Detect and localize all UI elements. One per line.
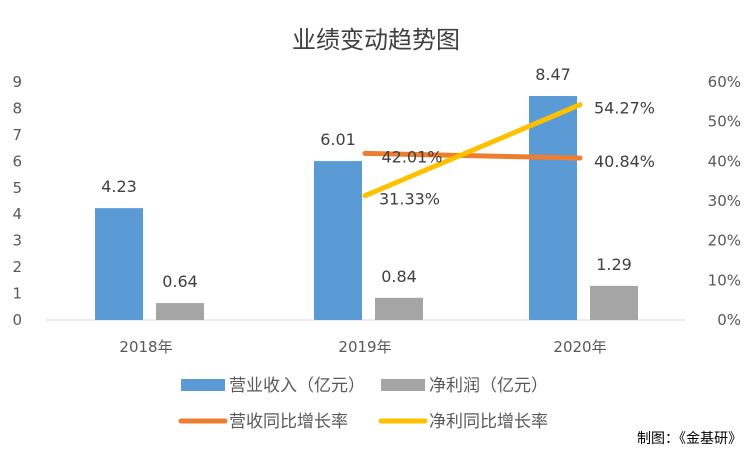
y-tick-label: 7	[12, 126, 22, 144]
y2-tick-label: 50%	[708, 113, 741, 131]
series-line	[362, 150, 583, 161]
y-tick-label: 3	[12, 232, 22, 250]
bar-value-label: 6.01	[320, 130, 356, 149]
data-labels: 4.23 6.01 8.47 0.64 0.84 1.29 42.01% 40.84% 31.3…	[101, 65, 655, 291]
x-tick-label: 2019年	[338, 338, 391, 356]
bar-value-label: 0.64	[162, 272, 198, 291]
bar-value-label: 0.84	[381, 267, 417, 286]
legend: 营业收入（亿元） 净利润（亿元） 营收同比增长率 净利同比增长率	[178, 376, 548, 432]
legend-label: 净利同比增长率	[429, 412, 548, 432]
y-tick-label: 5	[12, 179, 22, 197]
y-tick-label: 6	[12, 152, 22, 170]
y2-tick-label: 40%	[708, 152, 741, 170]
source-note: 制图：《金基研》	[637, 430, 742, 447]
axes: 0 1 2 3 4 5 6 7 8 9 0% 10% 20% 30% 40% 50% 60% 2018年 2019年…	[12, 73, 741, 356]
y2-tick-label: 30%	[708, 192, 741, 210]
bar	[156, 303, 204, 320]
y-tick-label: 2	[12, 258, 22, 276]
legend-swatch	[381, 379, 425, 391]
y-tick-label: 0	[12, 311, 22, 329]
y2-tick-label: 20%	[708, 232, 741, 250]
y2-tick-label: 60%	[708, 73, 741, 91]
y-tick-label: 9	[12, 73, 22, 91]
bar-value-label: 8.47	[535, 65, 571, 84]
y2-tick-label: 0%	[717, 311, 741, 329]
bar	[375, 297, 423, 320]
legend-label: 营收同比增长率	[229, 412, 348, 432]
y2-tick-label: 10%	[708, 271, 741, 289]
bar-value-label: 1.29	[596, 255, 632, 274]
legend-label: 营业收入（亿元）	[229, 376, 365, 396]
line-value-label: 54.27%	[594, 99, 655, 118]
bars	[95, 96, 638, 320]
line-value-label: 40.84%	[594, 152, 655, 171]
line-value-label: 31.33%	[379, 190, 440, 209]
legend-swatch	[181, 379, 225, 391]
legend-label: 净利润（亿元）	[429, 376, 548, 396]
bar	[590, 285, 638, 320]
line-value-label: 42.01%	[381, 147, 442, 166]
x-tick-label: 2020年	[553, 338, 606, 356]
y-tick-label: 8	[12, 99, 22, 117]
y-tick-label: 1	[12, 285, 22, 303]
lines	[362, 102, 583, 199]
bar	[95, 208, 143, 320]
bar-value-label: 4.23	[101, 177, 137, 196]
bar	[314, 161, 362, 320]
y-tick-label: 4	[12, 205, 22, 223]
x-tick-label: 2018年	[119, 338, 172, 356]
series-line	[362, 102, 583, 199]
bar	[529, 96, 577, 320]
chart-title: 业绩变动趋势图	[292, 26, 460, 54]
